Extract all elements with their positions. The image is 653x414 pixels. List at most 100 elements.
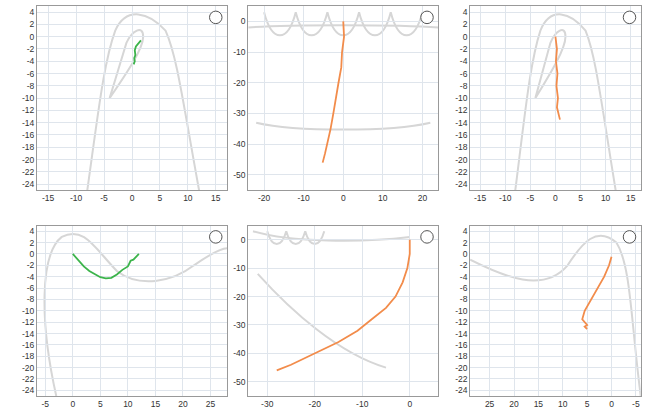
svg-text:-2: -2 <box>27 260 35 270</box>
svg-text:-24: -24 <box>455 385 468 395</box>
svg-text:-22: -22 <box>22 167 35 177</box>
svg-text:-18: -18 <box>22 351 35 361</box>
svg-text:-30: -30 <box>233 108 246 118</box>
svg-text:-22: -22 <box>455 374 468 384</box>
svg-text:-30: -30 <box>261 399 274 409</box>
svg-text:-8: -8 <box>27 294 35 304</box>
svg-text:0: 0 <box>241 235 246 245</box>
svg-text:-40: -40 <box>233 139 246 149</box>
svg-text:2: 2 <box>30 19 35 29</box>
svg-text:15: 15 <box>211 193 221 203</box>
svg-text:15: 15 <box>151 399 161 409</box>
svg-text:-10: -10 <box>233 263 246 273</box>
svg-text:10: 10 <box>123 399 133 409</box>
svg-text:10: 10 <box>183 193 193 203</box>
svg-text:-15: -15 <box>42 193 55 203</box>
svg-text:-5: -5 <box>100 193 108 203</box>
svg-text:-22: -22 <box>455 167 468 177</box>
svg-text:-2: -2 <box>27 44 35 54</box>
svg-text:-40: -40 <box>233 348 246 358</box>
svg-text:-6: -6 <box>460 283 468 293</box>
svg-text:0: 0 <box>341 193 346 203</box>
svg-text:-24: -24 <box>455 179 468 189</box>
svg-text:0: 0 <box>130 193 135 203</box>
svg-text:4: 4 <box>463 226 468 236</box>
svg-text:0: 0 <box>241 16 246 26</box>
svg-text:-8: -8 <box>460 294 468 304</box>
svg-text:-22: -22 <box>22 374 35 384</box>
svg-text:-20: -20 <box>309 399 322 409</box>
svg-text:2: 2 <box>463 19 468 29</box>
svg-text:-20: -20 <box>233 78 246 88</box>
svg-text:-10: -10 <box>22 93 35 103</box>
svg-text:-20: -20 <box>455 363 468 373</box>
svg-text:-18: -18 <box>22 142 35 152</box>
svg-text:20: 20 <box>178 399 188 409</box>
svg-text:-12: -12 <box>455 105 468 115</box>
svg-text:10: 10 <box>378 193 388 203</box>
svg-text:15: 15 <box>626 193 636 203</box>
svg-text:-4: -4 <box>460 56 468 66</box>
svg-text:0: 0 <box>463 249 468 259</box>
svg-text:-5: -5 <box>632 399 640 409</box>
svg-text:-2: -2 <box>460 260 468 270</box>
svg-text:-6: -6 <box>27 283 35 293</box>
svg-text:5: 5 <box>98 399 103 409</box>
svg-text:-10: -10 <box>22 306 35 316</box>
svg-text:25: 25 <box>206 399 216 409</box>
svg-text:-6: -6 <box>27 69 35 79</box>
svg-text:-12: -12 <box>22 317 35 327</box>
svg-text:2: 2 <box>30 238 35 248</box>
svg-text:20: 20 <box>509 399 519 409</box>
svg-text:-16: -16 <box>22 130 35 140</box>
svg-text:10: 10 <box>601 193 611 203</box>
svg-text:4: 4 <box>463 7 468 17</box>
svg-text:5: 5 <box>585 399 590 409</box>
svg-text:-15: -15 <box>474 193 487 203</box>
svg-text:-20: -20 <box>258 193 271 203</box>
svg-text:-18: -18 <box>455 142 468 152</box>
svg-text:-2: -2 <box>460 44 468 54</box>
svg-text:4: 4 <box>30 7 35 17</box>
svg-text:-20: -20 <box>22 363 35 373</box>
svg-text:-14: -14 <box>22 328 35 338</box>
svg-text:-20: -20 <box>455 155 468 165</box>
svg-text:-12: -12 <box>455 317 468 327</box>
svg-text:-10: -10 <box>499 193 512 203</box>
svg-text:0: 0 <box>30 32 35 42</box>
svg-text:-4: -4 <box>27 272 35 282</box>
svg-text:-10: -10 <box>455 93 468 103</box>
svg-text:0: 0 <box>463 32 468 42</box>
svg-text:10: 10 <box>558 399 568 409</box>
svg-text:2: 2 <box>463 238 468 248</box>
svg-text:0: 0 <box>30 249 35 259</box>
svg-text:-10: -10 <box>298 193 311 203</box>
svg-text:15: 15 <box>534 399 544 409</box>
svg-text:-24: -24 <box>22 179 35 189</box>
svg-text:-10: -10 <box>233 47 246 57</box>
svg-text:-10: -10 <box>356 399 369 409</box>
svg-text:-10: -10 <box>70 193 83 203</box>
svg-text:-14: -14 <box>22 118 35 128</box>
svg-text:-16: -16 <box>455 340 468 350</box>
svg-text:-5: -5 <box>527 193 535 203</box>
svg-text:-8: -8 <box>27 81 35 91</box>
svg-text:-24: -24 <box>22 385 35 395</box>
svg-text:0: 0 <box>70 399 75 409</box>
svg-text:0: 0 <box>609 399 614 409</box>
svg-text:0: 0 <box>553 193 558 203</box>
svg-text:-30: -30 <box>233 320 246 330</box>
svg-text:-8: -8 <box>460 81 468 91</box>
svg-text:-6: -6 <box>460 69 468 79</box>
svg-text:-14: -14 <box>455 118 468 128</box>
svg-text:-18: -18 <box>455 351 468 361</box>
svg-text:25: 25 <box>485 399 495 409</box>
svg-text:-16: -16 <box>455 130 468 140</box>
svg-text:-5: -5 <box>41 399 49 409</box>
svg-text:-10: -10 <box>455 306 468 316</box>
svg-text:-50: -50 <box>233 170 246 180</box>
svg-text:-4: -4 <box>27 56 35 66</box>
svg-text:-14: -14 <box>455 328 468 338</box>
svg-text:-16: -16 <box>22 340 35 350</box>
svg-text:-12: -12 <box>22 105 35 115</box>
